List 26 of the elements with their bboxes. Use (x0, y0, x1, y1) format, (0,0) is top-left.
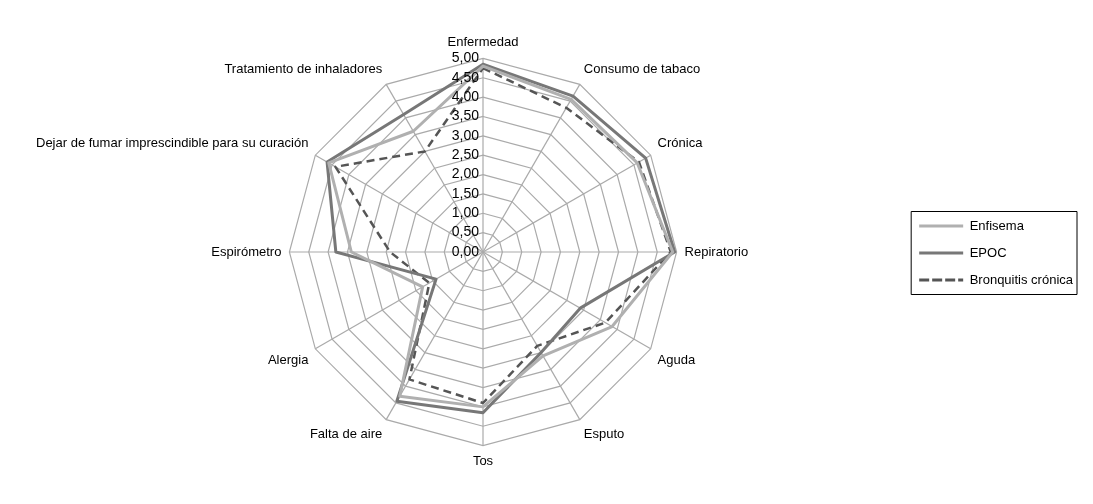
spoke-label: Tratamiento de inhaladores (224, 61, 383, 77)
y-tick-label: 0,50 (451, 223, 480, 240)
y-tick-label: 4,00 (451, 87, 480, 104)
y-tick-label: 3,50 (451, 107, 480, 124)
y-tick-label: 2,50 (451, 146, 480, 163)
legend-label: Bronquitis crónica (969, 271, 1074, 287)
y-tick-label: 5,00 (451, 49, 480, 66)
legend-label: Enfisema (969, 217, 1025, 233)
spoke-label: Esputo (583, 425, 625, 441)
spoke-label: Espirómetro (211, 243, 282, 259)
y-tick-label: 0,00 (451, 242, 480, 259)
spoke-label: Dejar de fumar imprescindible para su curación (36, 134, 309, 150)
y-tick-label: 2,00 (451, 165, 480, 182)
y-tick-label: 1,00 (451, 204, 480, 221)
legend-label: EPOC (969, 244, 1007, 260)
spoke-label: Crónica (657, 134, 704, 150)
spoke-label: Repiratorio (684, 243, 749, 259)
spoke-label: Alergia (267, 352, 310, 368)
spoke-label: Aguda (657, 352, 696, 368)
spoke-label: Falta de aire (309, 425, 383, 441)
spoke-label: Consumo de tabaco (583, 61, 701, 77)
spoke-label: Tos (472, 452, 494, 468)
y-tick-label: 4,50 (451, 68, 480, 85)
spoke-label: Enfermedad (447, 34, 519, 50)
y-tick-label: 3,00 (451, 126, 480, 143)
y-tick-label: 1,50 (451, 184, 480, 201)
